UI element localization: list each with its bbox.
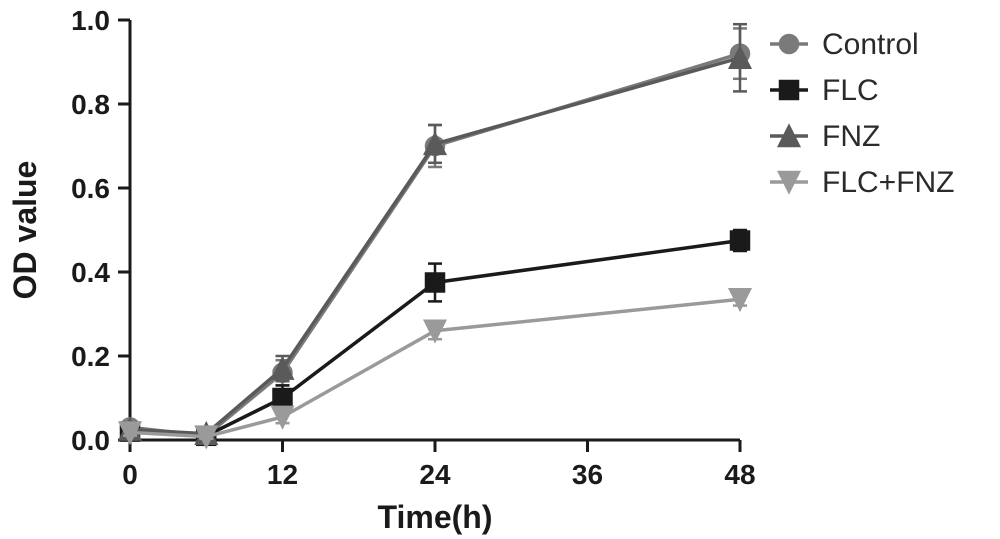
legend-item-fnz: FNZ — [770, 120, 880, 153]
legend-label: FNZ — [822, 120, 880, 153]
legend-item-flc_fnz: FLC+FNZ — [770, 166, 955, 199]
y-tick-label: 0.0 — [71, 425, 110, 456]
y-tick-label: 0.2 — [71, 341, 110, 372]
legend-label: FLC+FNZ — [822, 166, 955, 199]
legend-label: FLC — [822, 74, 879, 107]
legend-item-control: Control — [770, 28, 919, 61]
x-tick-label: 48 — [724, 459, 755, 490]
x-tick-label: 0 — [122, 459, 138, 490]
series-flc_fnz — [120, 289, 750, 446]
x-axis-title: Time(h) — [378, 499, 493, 535]
legend-item-flc: FLC — [770, 74, 879, 107]
series-line — [130, 58, 740, 434]
y-axis-title: OD value — [7, 161, 43, 300]
growth-curve-chart: 0 12 24 36 48 0.0 0.2 0.4 0.6 0.8 1.0 Time(h) OD val… — [0, 0, 1000, 539]
legend: Control FLC FNZ FLC+FNZ — [770, 28, 955, 199]
x-tick-label: 24 — [419, 459, 451, 490]
series-fnz — [120, 24, 750, 444]
x-tick-label: 36 — [572, 459, 603, 490]
x-tick-label: 12 — [267, 459, 298, 490]
y-tick-label: 0.6 — [71, 173, 110, 204]
series-control — [121, 28, 749, 444]
y-tick-label: 0.4 — [71, 257, 110, 288]
legend-label: Control — [822, 28, 919, 61]
y-tick-label: 1.0 — [71, 5, 110, 36]
y-tick-label: 0.8 — [71, 89, 110, 120]
chart-svg: 0 12 24 36 48 0.0 0.2 0.4 0.6 0.8 1.0 Time(h) OD val… — [0, 0, 1000, 539]
series-line — [130, 54, 740, 436]
